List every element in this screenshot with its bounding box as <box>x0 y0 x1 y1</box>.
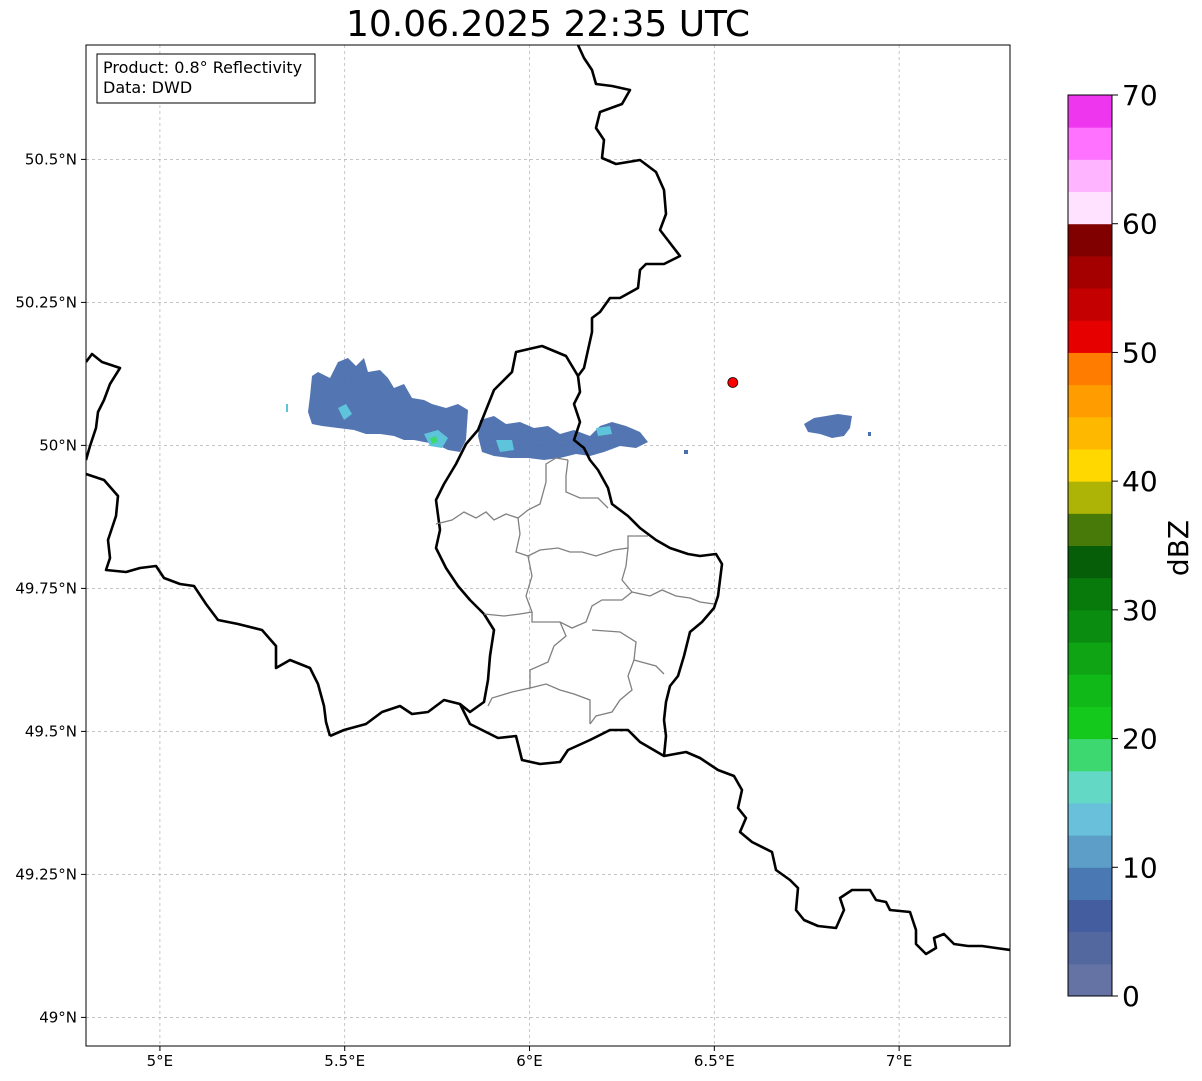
lat-tick-label: 49°N <box>39 1008 77 1026</box>
radar-site-marker <box>727 377 739 388</box>
colorbar-tick-label: 40 <box>1122 465 1158 498</box>
radar-echoes <box>286 358 871 460</box>
echo-cell-strong-2 <box>338 404 352 420</box>
colorbar-swatch <box>1068 770 1112 804</box>
canton-boundary-8 <box>591 629 665 675</box>
echo-speck-3 <box>868 432 871 436</box>
lon-tick-label: 5°E <box>147 1052 174 1070</box>
colorbar-swatch <box>1068 223 1112 257</box>
canton-boundary-10 <box>487 687 531 707</box>
lon-tick-label: 5.5°E <box>324 1052 365 1070</box>
colorbar-swatch <box>1068 899 1112 933</box>
colorbar-swatch <box>1068 255 1112 289</box>
border-luxembourg-belgium <box>329 344 580 738</box>
country-borders <box>86 45 1010 956</box>
canton-boundary-1 <box>435 457 569 525</box>
colorbar-swatch <box>1068 642 1112 675</box>
colorbar-swatch <box>1068 127 1112 160</box>
map-title: 10.06.2025 22:35 UTC <box>345 4 751 45</box>
lat-tick-label: 49.75°N <box>15 579 77 597</box>
echo-cluster-east <box>804 414 852 438</box>
colorbar-swatch <box>1068 931 1112 965</box>
colorbar-label: dBZ <box>1162 520 1195 576</box>
map-frame <box>85 44 1011 1047</box>
latitude-ticks: 49°N 49.25°N 49.5°N 49.75°N 50°N 50.25°N 50.5°… <box>15 150 86 1026</box>
echo-cluster-center <box>478 416 648 460</box>
lon-tick-label: 6.5°E <box>694 1052 735 1070</box>
colorbar-swatch <box>1068 609 1112 643</box>
colorbar-swatch <box>1068 706 1112 740</box>
lat-tick-label: 50.25°N <box>15 293 77 311</box>
colorbar-swatch <box>1068 835 1112 868</box>
info-product: Product: 0.8° Reflectivity <box>103 58 302 77</box>
colorbar-swatch <box>1068 288 1112 321</box>
echo-cell-strong-3 <box>496 440 514 452</box>
colorbar-tick-label: 20 <box>1122 723 1158 756</box>
colorbar-swatch <box>1068 384 1112 418</box>
lat-tick-label: 50°N <box>39 436 77 454</box>
colorbar-tick-label: 70 <box>1122 79 1158 112</box>
lon-tick-label: 6°E <box>516 1052 543 1070</box>
canton-boundary-5 <box>531 547 633 629</box>
colorbar-tick-label: 60 <box>1122 208 1158 241</box>
colorbar-swatch <box>1068 95 1112 128</box>
colorbar-swatch <box>1068 963 1112 997</box>
grid-lines <box>86 45 1010 1046</box>
admin-boundaries <box>435 457 715 725</box>
colorbar-swatch <box>1068 545 1112 579</box>
colorbar-swatch <box>1068 320 1112 353</box>
colorbar-tick-label: 50 <box>1122 336 1158 369</box>
colorbar-swatch <box>1068 352 1112 386</box>
canton-boundary-4 <box>483 555 533 617</box>
info-data-source: Data: DWD <box>103 78 192 97</box>
canton-boundary-6 <box>631 589 715 605</box>
colorbar-swatch <box>1068 191 1112 225</box>
colorbar-swatch <box>1068 738 1112 772</box>
colorbar-swatch <box>1068 513 1112 546</box>
canton-boundary-7 <box>529 621 591 724</box>
echo-cell-strong-4 <box>430 436 438 444</box>
colorbar-tick-label: 10 <box>1122 851 1158 884</box>
echo-speck-2 <box>684 450 688 454</box>
colorbar-swatch <box>1068 448 1112 482</box>
colorbar-swatch <box>1068 867 1112 900</box>
border-northwest-fragment <box>86 352 122 461</box>
border-luxembourg-france <box>458 703 1010 956</box>
echo-cell-strong-5 <box>596 426 612 436</box>
colorbar-ticks: 0 10 20 30 40 50 60 70 <box>1112 79 1158 1013</box>
colorbar-tick-label: 0 <box>1122 980 1140 1013</box>
colorbar-swatch <box>1068 481 1112 514</box>
border-belgium-france <box>86 472 332 737</box>
longitude-ticks: 5°E 5.5°E 6°E 6.5°E 7°E <box>147 1046 913 1070</box>
colorbar-swatch <box>1068 802 1112 836</box>
colorbar-swatches <box>1068 95 1112 997</box>
colorbar-swatch <box>1068 577 1112 611</box>
colorbar-swatch <box>1068 674 1112 707</box>
colorbar-swatch <box>1068 416 1112 450</box>
echo-cluster-west <box>308 358 468 452</box>
border-germany-west <box>572 45 724 757</box>
info-box: Product: 0.8° Reflectivity Data: DWD <box>96 53 316 104</box>
colorbar: 0 10 20 30 40 50 60 70 dBZ <box>1067 79 1195 1013</box>
canton-boundary-3 <box>565 459 609 509</box>
canton-boundary-9 <box>589 659 635 725</box>
colorbar-swatch <box>1068 159 1112 193</box>
echo-speck-1 <box>286 404 288 412</box>
colorbar-frame <box>1067 94 1113 997</box>
lat-tick-label: 50.5°N <box>25 150 77 168</box>
lat-tick-label: 49.5°N <box>25 722 77 740</box>
colorbar-tick-label: 30 <box>1122 594 1158 627</box>
lat-tick-label: 49.25°N <box>15 865 77 883</box>
lon-tick-label: 7°E <box>886 1052 913 1070</box>
